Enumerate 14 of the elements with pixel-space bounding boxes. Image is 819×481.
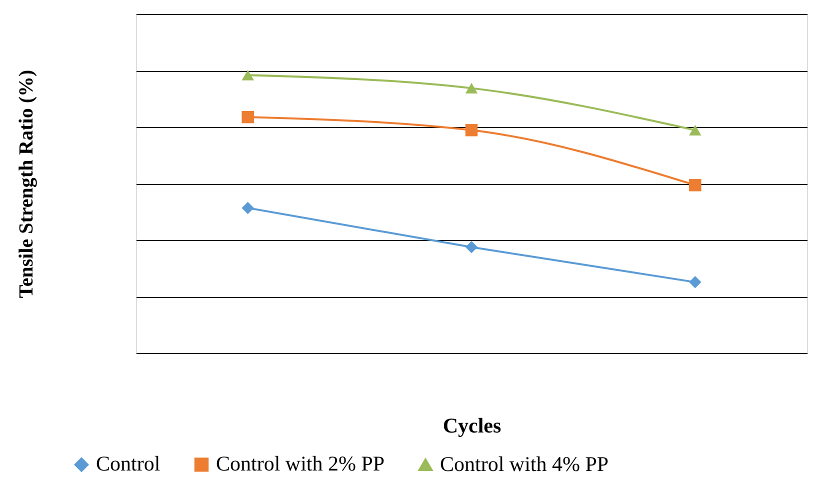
point (465, 124, 478, 136)
x-axis-title: Cycles (442, 414, 502, 438)
legend-label: Control with 2% PP (216, 452, 385, 476)
point (242, 70, 254, 80)
point (242, 110, 254, 124)
point (689, 124, 702, 136)
point (689, 179, 702, 192)
y-axis-title: Tensile Strength Ratio (%) (16, 70, 38, 298)
point (689, 276, 702, 288)
legend-label: Control (96, 452, 160, 476)
point (242, 202, 254, 214)
point (465, 241, 478, 254)
legend-label: Control with 4% PP (440, 452, 609, 476)
point (465, 82, 478, 94)
